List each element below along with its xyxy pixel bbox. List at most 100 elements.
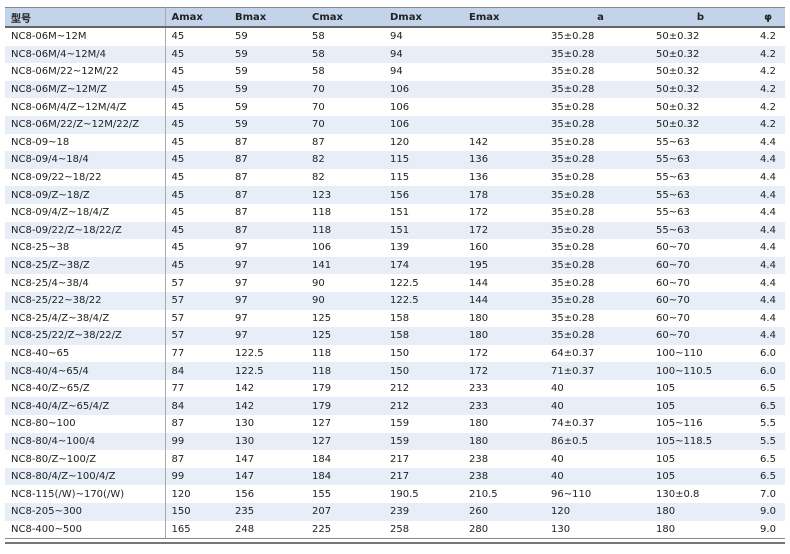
table-cell: 150 [390, 365, 410, 377]
column-header: a [545, 7, 650, 28]
table-row: NC8-25/4~38/4 57 97 90 122.5 144 35±0.28 60~70 4… [5, 274, 785, 292]
table-cell: 238 [469, 453, 489, 465]
table-cell: 90 [312, 295, 325, 307]
table-cell: 158 [390, 330, 410, 342]
table-cell: 115 [390, 154, 410, 166]
table-cell: 130±0.8 [656, 488, 700, 500]
table-cell: 45 [171, 172, 185, 184]
table-cell: 159 [390, 418, 410, 430]
table-cell: 50±0.32 [656, 119, 700, 131]
table-cell: 180 [469, 418, 489, 430]
table-cell: 258 [390, 523, 410, 535]
table-cell: 35±0.28 [551, 242, 595, 254]
table-cell: 45 [171, 101, 185, 113]
table-cell: 4.4 [760, 136, 776, 148]
table-cell: NC8-09~18 [5, 133, 166, 152]
table-cell: 118 [312, 207, 332, 219]
table-cell: NC8-06M/4~12M/4 [5, 45, 166, 64]
table-cell: 210.5 [469, 488, 498, 500]
table-cell: NC8-400~500 [5, 520, 166, 539]
table-cell: 35±0.28 [551, 48, 595, 60]
table-cell: 6.5 [760, 383, 776, 395]
table-row: NC8-25/4/Z~38/4/Z 57 97 125 158 180 35±0.28 60~… [5, 309, 785, 328]
table-cell [463, 116, 545, 134]
table-cell: 94 [390, 66, 403, 78]
table-cell: 105~118.5 [656, 435, 713, 447]
table-cell: 179 [312, 400, 332, 412]
table-cell: 6.5 [760, 471, 776, 483]
table-cell: NC8-09/4~18/4 [5, 151, 166, 169]
table-cell: 6.0 [760, 365, 776, 377]
table-cell: 4.4 [760, 260, 776, 272]
table-cell: NC8-40/4/Z~65/4/Z [5, 397, 166, 416]
table-cell: 87 [235, 154, 248, 166]
table-cell [463, 98, 545, 116]
table-cell: 58 [312, 48, 325, 60]
table-row: NC8-06M/Z~12M/Z 45 59 70 106 35±0.28 50±0.32 4.… [5, 80, 785, 99]
column-header: φ [745, 7, 785, 28]
table-cell: NC8-09/4/Z~18/4/Z [5, 203, 166, 222]
table-cell: 40 [551, 453, 564, 465]
table-cell: 4.4 [760, 312, 776, 324]
table-row: NC8-40/4/Z~65/4/Z 84 142 179 212 233 40 105 6.5 [5, 397, 785, 416]
table-cell: 136 [469, 172, 489, 184]
table-cell: 84 [171, 400, 185, 412]
table-cell: 40 [551, 400, 564, 412]
table-cell: 156 [235, 488, 255, 500]
table-cell: 45 [171, 224, 185, 236]
table-row: NC8-400~500 165 248 225 258 280 130 180 9.0 [5, 520, 785, 539]
table-cell: NC8-06M~12M [5, 27, 166, 46]
table-cell: 172 [469, 365, 489, 377]
table-cell: 180 [469, 435, 489, 447]
table-cell: 35±0.28 [551, 119, 595, 131]
table-cell: 6.0 [760, 347, 776, 359]
table-cell: 60~70 [656, 312, 690, 324]
table-row: NC8-09/4/Z~18/4/Z 45 87 118 151 172 35±0.28 55~… [5, 203, 785, 222]
table-cell: NC8-25/Z~38/Z [5, 256, 166, 275]
table-cell: 141 [312, 260, 332, 272]
table-cell: 190.5 [390, 488, 419, 500]
table-cell: 35±0.28 [551, 312, 595, 324]
table-cell: 86±0.5 [551, 435, 589, 447]
table-cell: 55~63 [656, 189, 690, 201]
table-cell: 35±0.28 [551, 172, 595, 184]
table-cell: NC8-115(/W)~170(/W) [5, 485, 166, 504]
table-cell: 142 [469, 136, 489, 148]
table-row: NC8-25/22~38/22 57 97 90 122.5 144 35±0.28 60~7… [5, 291, 785, 310]
table-cell: 115 [390, 172, 410, 184]
table-cell: 59 [235, 84, 248, 96]
table-cell [463, 63, 545, 81]
table-cell: 87 [312, 136, 325, 148]
table-row: NC8-25~38 45 97 106 139 160 35±0.28 60~70 4.4 [5, 239, 785, 257]
table-cell: 45 [171, 260, 185, 272]
table-cell: 217 [390, 453, 410, 465]
table-cell: 233 [469, 383, 489, 395]
table-cell: 40 [551, 383, 564, 395]
table-cell: 35±0.28 [551, 31, 595, 43]
table-row: NC8-40~65 77 122.5 118 150 172 64±0.37 100~110 6… [5, 344, 785, 363]
table-cell: 96~110 [551, 488, 592, 500]
table-row: NC8-25/22/Z~38/22/Z 57 97 125 158 180 35±0.28 6… [5, 327, 785, 345]
table-cell: 184 [312, 453, 332, 465]
table-cell [463, 27, 545, 46]
table-cell: 174 [390, 260, 410, 272]
table-cell: 97 [235, 295, 248, 307]
table-cell: NC8-205~300 [5, 503, 166, 521]
table-row: NC8-80~100 87 130 127 159 180 74±0.37 105~116 5.… [5, 415, 785, 433]
table-cell: 35±0.28 [551, 260, 595, 272]
table-cell: 82 [312, 172, 325, 184]
table-row: NC8-40/Z~65/Z 77 142 179 212 233 40 105 6.5 [5, 379, 785, 398]
table-cell: 87 [235, 136, 248, 148]
table-cell: 45 [171, 207, 185, 219]
table-cell: 150 [171, 506, 191, 518]
table-cell: 4.2 [760, 66, 776, 78]
table-cell: 155 [312, 488, 332, 500]
table-bottom-rule [5, 538, 785, 545]
table-cell: 147 [235, 453, 255, 465]
table-cell: 90 [312, 277, 325, 289]
table-cell: 59 [235, 48, 248, 60]
table-cell: 147 [235, 471, 255, 483]
table-cell: 144 [469, 295, 489, 307]
table-cell: 55~63 [656, 154, 690, 166]
column-header: Cmax [306, 7, 384, 28]
